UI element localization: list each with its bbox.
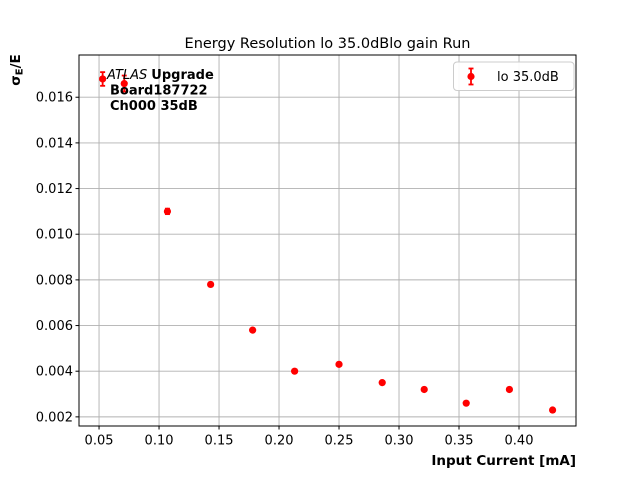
x-tick-label: 0.05 — [85, 434, 114, 449]
x-tick-label: 0.25 — [325, 434, 354, 449]
y-tick-label: 0.016 — [36, 91, 73, 106]
data-point — [207, 280, 215, 289]
chart-title: Energy Resolution lo 35.0dBlo gain Run — [185, 36, 471, 52]
x-tick-label: 0.35 — [445, 434, 474, 449]
legend-entry-label: lo 35.0dB — [497, 70, 559, 85]
data-point — [249, 326, 257, 334]
data-point — [120, 79, 128, 88]
x-axis-label: Input Current [mA] — [431, 453, 576, 469]
annotation-experiment: ATLAS — [106, 68, 147, 83]
annotation-upgrade: Upgrade — [151, 68, 214, 83]
y-tick-label: 0.008 — [36, 273, 73, 288]
data-point — [291, 367, 299, 375]
y-label-subscript: E — [15, 68, 26, 75]
x-tick-label: 0.20 — [265, 434, 294, 449]
annotation-block: ATLAS Upgrade Board187722 Ch000 35dB — [106, 68, 214, 114]
y-tick-label: 0.010 — [36, 228, 73, 243]
y-tick-label: 0.002 — [36, 410, 73, 425]
data-point — [462, 399, 470, 407]
x-tick-labels: 0.05 0.10 0.15 0.20 0.25 0.30 0.35 0.40 — [85, 434, 534, 449]
data-series — [99, 71, 557, 414]
y-tick-labels: 0.002 0.004 0.006 0.008 0.010 0.012 0.014 0.016 — [36, 91, 73, 426]
y-tick-label: 0.014 — [36, 136, 73, 151]
x-tick-label: 0.10 — [145, 434, 174, 449]
axis-ticks — [75, 96, 520, 430]
series-lo-35.0dB — [99, 71, 557, 414]
annotation-channel: Ch000 35dB — [110, 99, 198, 114]
annotation-board: Board187722 — [110, 84, 208, 99]
y-tick-label: 0.006 — [36, 319, 73, 334]
y-tick-label: 0.004 — [36, 365, 73, 380]
legend: lo 35.0dB — [453, 61, 575, 91]
y-tick-label: 0.012 — [36, 182, 73, 197]
x-tick-label: 0.15 — [205, 434, 234, 449]
legend-errorbar-marker-icon — [467, 67, 475, 86]
data-point — [549, 406, 557, 414]
data-point — [99, 75, 107, 83]
data-point — [378, 379, 386, 387]
data-point — [505, 385, 514, 394]
y-label-sigma: σ — [8, 75, 24, 86]
annotation-line-1: ATLAS Upgrade — [106, 68, 214, 83]
gridlines — [79, 55, 576, 426]
data-point — [335, 360, 343, 368]
x-tick-label: 0.40 — [505, 434, 534, 449]
y-label-rest: /E — [8, 54, 24, 68]
data-point — [420, 385, 428, 394]
x-tick-label: 0.30 — [385, 434, 414, 449]
legend-box — [453, 61, 575, 91]
data-point — [163, 207, 172, 215]
y-axis-label: σE/E — [8, 54, 26, 86]
plot-border — [78, 54, 577, 427]
